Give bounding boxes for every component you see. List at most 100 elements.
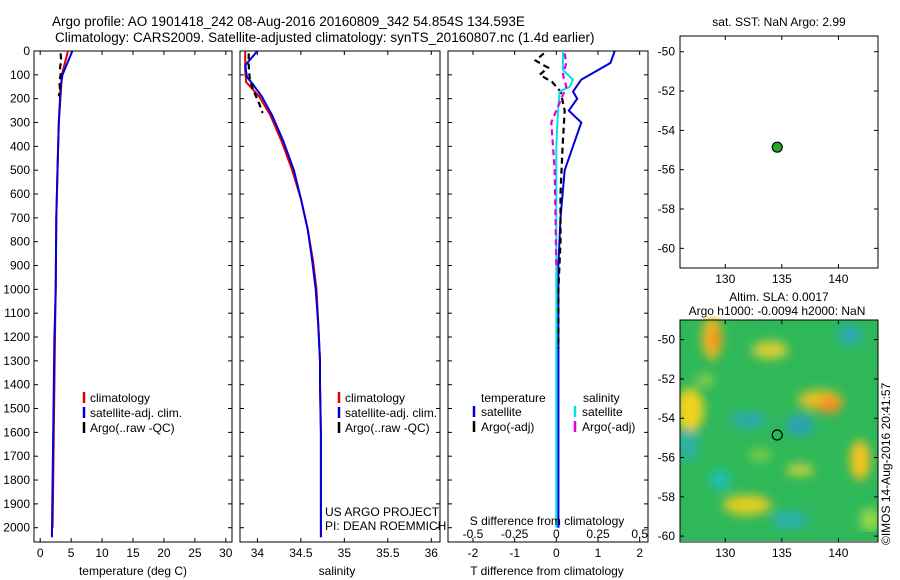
map-y-tick-label: -58 (658, 490, 676, 504)
x-tick-label: 35.5 (376, 546, 400, 560)
s-tick-label: -0.5 (463, 527, 484, 541)
x-tick-label: 36 (425, 546, 439, 560)
salinity-axes-frame (239, 50, 441, 543)
depth-tick-label: 800 (10, 235, 30, 249)
map-y-tick-label: -54 (658, 123, 676, 137)
x-tick-label: 20 (157, 546, 171, 560)
salinity-axis-label: salinity (319, 564, 356, 578)
series-line-argo-raw-qc- (57, 53, 63, 97)
series-line-argo-adj- (533, 52, 566, 349)
depth-tick-label: 900 (10, 259, 30, 273)
temperature-x-axis: 0 5 10 15 20 25 30 (37, 51, 233, 560)
map-y-tick-label: -56 (658, 163, 676, 177)
depth-tick-label: 100 (10, 68, 30, 82)
altimetry-title-line2: Argo h1000: -0.0094 h2000: NaN (689, 304, 866, 318)
x-tick-label: 0 (553, 546, 560, 560)
altimetry-panel: Altim. SLA: 0.0017 Argo h1000: -0.0094 h… (658, 290, 879, 560)
depth-axis: 0 100 200 300 400 500 600 700 800 900 1000 1100 1200… (3, 44, 232, 535)
series-line-satellite-adj-clim- (244, 51, 322, 538)
project-annotation: US ARGO PROJECT (325, 505, 440, 519)
depth-tick-label: 1700 (3, 449, 30, 463)
legend-label: Argo(..raw -QC) (345, 421, 430, 435)
depth-tick-label: 1000 (3, 282, 30, 296)
series-line-climatology (244, 51, 322, 538)
depth-tick-label: 300 (10, 116, 30, 130)
depth-tick-label: 600 (10, 187, 30, 201)
x-tick-label: -2 (468, 546, 479, 560)
x-tick-label: 15 (126, 546, 140, 560)
salinity-panel: 34 34.5 35 35.5 36 salinity climatologysatel… (239, 50, 446, 578)
depth-tick-label: 1300 (3, 354, 30, 368)
difference-depth-ticks (448, 50, 648, 529)
x-tick-label: 0 (37, 546, 44, 560)
s-difference-axis-label: S difference from climatology (470, 514, 625, 528)
x-tick-label: 1 (595, 546, 602, 560)
series-line-argo-raw-qc- (247, 53, 264, 114)
legend-label: Argo(..raw -QC) (90, 421, 175, 435)
difference-legend: temperature salinitysatelliteArgo(-adj)sa… (472, 391, 635, 434)
difference-panel: -2 -1 0 1 2 -0.5 -0.25 0 0.25 0.5 T difference fr… (447, 50, 649, 578)
s-tick-label: 0.25 (586, 527, 610, 541)
legend-label: climatology (345, 391, 405, 405)
map-x-tick-label: 130 (715, 546, 735, 560)
map-y-tick-label: -52 (658, 372, 676, 386)
position-panel: sat. SST: NaN Argo: 2.99 130 135 140 -50 -52… (658, 15, 879, 286)
map-y-tick-label: -52 (658, 84, 676, 98)
map-x-tick-label: 140 (828, 272, 848, 286)
depth-tick-label: 400 (10, 139, 30, 153)
legend-label: satellite-adj. clim. (90, 406, 182, 420)
sla-anomalies (680, 316, 878, 532)
position-axes-frame (679, 35, 879, 269)
depth-tick-label: 0 (23, 44, 30, 58)
figure-title-line2: Climatology: CARS2009. Satellite-adjuste… (55, 30, 595, 45)
salinity-depth-ticks (240, 50, 440, 529)
s-tick-label: 0.5 (631, 527, 648, 541)
legend-label: Argo(-adj) (582, 420, 635, 434)
salinity-profiles (244, 51, 322, 538)
x-tick-label: 10 (95, 546, 109, 560)
position-title: sat. SST: NaN Argo: 2.99 (712, 15, 846, 29)
legend-title-salinity: salinity (583, 391, 620, 405)
map-x-tick-label: 130 (715, 272, 735, 286)
imos-timestamp: ©IMOS 14-Aug-2016 20:41:57 (879, 382, 893, 545)
legend-label: climatology (90, 391, 150, 405)
figure-title-line1: Argo profile: AO 1901418_242 08-Aug-2016… (52, 14, 525, 29)
s-tick-label: 0 (553, 527, 560, 541)
depth-tick-label: 500 (10, 163, 30, 177)
depth-tick-label: 1500 (3, 402, 30, 416)
series-line-satellite (555, 51, 575, 528)
depth-tick-label: 1800 (3, 473, 30, 487)
position-axes: 130 135 140 -50 -52 -54 -56 -58 -60 (658, 36, 878, 286)
s-tick-label: -0.25 (501, 527, 529, 541)
x-tick-label: 34.5 (289, 546, 313, 560)
depth-tick-label: 1400 (3, 378, 30, 392)
series-line-argo-adj- (550, 53, 568, 266)
x-tick-label: 30 (219, 546, 233, 560)
map-y-tick-label: -50 (658, 45, 676, 59)
legend-label: satellite-adj. clim. (345, 406, 437, 420)
altimetry-axes-frame (679, 319, 879, 543)
temperature-axes-frame (33, 50, 233, 543)
map-y-tick-label: -58 (658, 202, 676, 216)
x-tick-label: 2 (636, 546, 643, 560)
temperature-panel: 0100200300400500600700800900100011001200… (3, 44, 233, 578)
depth-tick-label: 1100 (4, 306, 30, 320)
altimetry-axes: 130 135 140 -50 -52 -54 -56 -58 -60 (658, 320, 878, 560)
difference-x-axis: -2 -1 0 1 2 -0.5 -0.25 0 0.25 0.5 (463, 51, 648, 560)
pi-annotation: PI: DEAN ROEMMICH (325, 519, 446, 533)
argo-position-marker (771, 429, 783, 441)
depth-tick-label: 200 (10, 92, 30, 106)
sla-heatmap (680, 316, 878, 541)
map-y-tick-label: -50 (658, 333, 676, 347)
difference-axes-frame (447, 50, 649, 543)
depth-tick-label: 2000 (3, 521, 30, 535)
t-difference-axis-label: T difference from climatology (470, 564, 624, 578)
temperature-profiles (50, 51, 74, 538)
x-tick-label: 35 (338, 546, 352, 560)
series-line-satellite (557, 51, 616, 528)
depth-tick-label: 700 (10, 211, 30, 225)
depth-tick-label: 1600 (3, 425, 30, 439)
depth-tick-label: 1200 (3, 330, 30, 344)
